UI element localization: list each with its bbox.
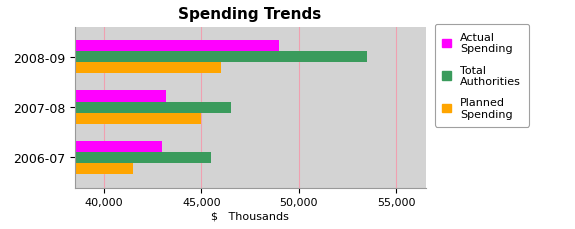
Bar [0, 163, 133, 174]
Bar [0, 63, 221, 74]
Bar [0, 91, 166, 102]
Bar [0, 113, 201, 124]
Bar [0, 41, 279, 52]
Bar [0, 152, 211, 163]
Bar [0, 141, 163, 152]
X-axis label: $   Thousands: $ Thousands [211, 210, 289, 220]
Bar [0, 52, 367, 63]
Legend: Actual
Spending, Total
Authorities, Planned
Spending: Actual Spending, Total Authorities, Plan… [435, 25, 529, 127]
Bar [0, 102, 231, 113]
Title: Spending Trends: Spending Trends [178, 7, 322, 22]
